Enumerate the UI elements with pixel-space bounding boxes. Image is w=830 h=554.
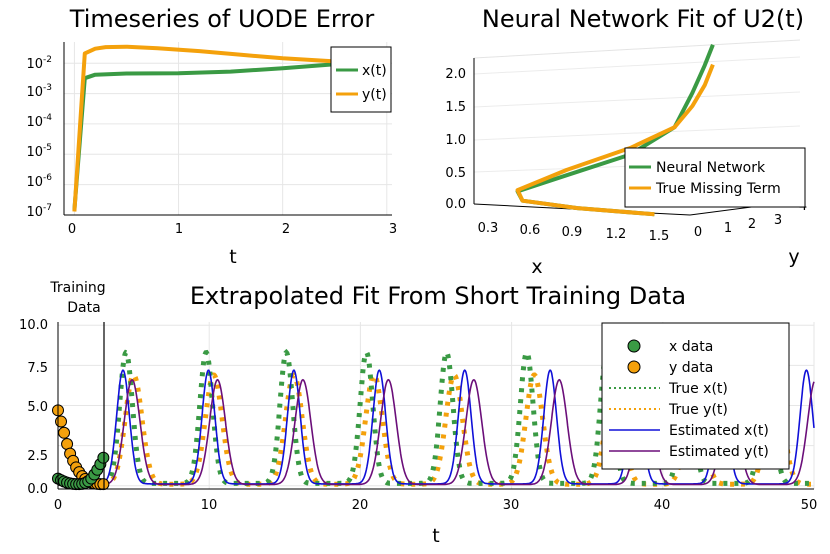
panel2-z-grid xyxy=(473,56,801,75)
panel3-legend-label-y-data: y data xyxy=(669,360,713,376)
panel2-y-tick: 2 xyxy=(748,217,756,232)
training-data-annotation-line2: Data xyxy=(67,300,100,316)
panel1-legend-box xyxy=(330,46,392,113)
panel2-z-grid xyxy=(473,125,801,141)
panel2-x-tick: 0.9 xyxy=(562,225,583,240)
panel2-y-tick: 1 xyxy=(724,221,732,236)
panel3-legend-label-est-x: Estimated x(t) xyxy=(669,423,769,439)
panel1-series-line-y xyxy=(72,44,387,212)
panel3-x-label: t xyxy=(432,525,439,547)
panel1-y-tick: 10-6 xyxy=(26,173,52,190)
panel1-y-tick: 10-4 xyxy=(26,113,52,130)
panel2-z-tick: 1.5 xyxy=(445,100,466,115)
panel3-x-tick: 20 xyxy=(352,498,369,513)
panel1-y-ticks: 10-7 10-6 10-5 10-4 10-3 10-2 xyxy=(26,55,52,220)
panel2-legend-label-nn: Neural Network xyxy=(656,160,766,176)
y-data-point xyxy=(55,415,68,428)
panel3-legend-swatch-x-data xyxy=(627,339,641,353)
panel1-legend-label-y: y(t) xyxy=(362,87,387,103)
panel2-z-tick: 2.0 xyxy=(445,67,466,82)
panel1-x-tick: 0 xyxy=(68,222,76,237)
panel2-x-ticks: 0.3 0.6 0.9 1.2 1.5 xyxy=(478,221,670,244)
panel2-x-tick: 0.6 xyxy=(520,223,541,238)
panel3-y-tick: 7.5 xyxy=(27,361,48,376)
panel3-x-tick: 10 xyxy=(201,498,218,513)
panel2-x-tick: 1.2 xyxy=(606,227,627,242)
panel3-legend-label-true-x: True x(t) xyxy=(668,381,728,397)
training-data-annotation-line1: Training xyxy=(49,280,105,296)
panel2-legend-box xyxy=(624,147,806,208)
panel1-series xyxy=(72,44,387,212)
panel2-z-tick: 1.0 xyxy=(445,133,466,148)
panel3-legend-label-true-y: True y(t) xyxy=(668,402,728,418)
panel1-x-tick: 3 xyxy=(389,222,397,237)
panel3-x-ticks: 0 10 20 30 40 50 xyxy=(54,498,817,513)
panel3-x-tick: 30 xyxy=(503,498,520,513)
panel2-title: Neural Network Fit of U2(t) xyxy=(482,5,804,33)
panel2-y-label: y xyxy=(788,246,799,268)
panel3-title: Extrapolated Fit From Short Training Dat… xyxy=(190,282,686,310)
panel3-y-tick: 10.0 xyxy=(19,318,48,333)
panel2-y-tick: 0 xyxy=(694,225,702,240)
panel2-z-grid xyxy=(473,91,801,108)
panel3-x-tick: 50 xyxy=(801,498,818,513)
panel1-x-ticks: 0 1 2 3 xyxy=(68,222,397,237)
panel2-y-tick: 3 xyxy=(774,213,782,228)
panel3-legend-label-x-data: x data xyxy=(669,339,713,355)
panel2-x-tick: 1.5 xyxy=(649,229,670,244)
panel3-legend-label-est-y: Estimated y(t) xyxy=(669,444,769,460)
panel3-y-tick: 0.0 xyxy=(27,482,48,497)
panel1-x-tick: 1 xyxy=(175,222,183,237)
panel1-y-tick: 10-7 xyxy=(26,203,52,220)
panel1-x-label: t xyxy=(229,246,236,268)
panel1-y-tick: 10-2 xyxy=(26,55,52,72)
panel-neural-network-fit: Neural Network Fit of U2(t) 2.0 1.5 1.0 … xyxy=(445,5,807,278)
panel3-x-tick: 40 xyxy=(654,498,671,513)
panel2-legend-label-true: True Missing Term xyxy=(655,181,781,197)
panel2-z-tick: 0.5 xyxy=(445,166,466,181)
panel3-series xyxy=(52,348,815,491)
panel1-x-tick: 2 xyxy=(282,222,290,237)
panel-uode-error: Timeseries of UODE Error 0 1 2 3 10-7 10… xyxy=(26,5,397,268)
panel3-y-tick: 5.0 xyxy=(27,400,48,415)
panel2-z-ticks: 2.0 1.5 1.0 0.5 0.0 xyxy=(445,67,466,212)
panel3-y-ticks: 0.0 2.5 5.0 7.5 10.0 xyxy=(19,318,48,497)
panel3-legend-swatch-y-data xyxy=(627,360,641,374)
panel1-y-tick: 10-3 xyxy=(26,83,52,100)
panel1-legend-label-x: x(t) xyxy=(362,63,387,79)
panel3-y-tick: 2.5 xyxy=(27,449,48,464)
panel2-x-tick: 0.3 xyxy=(478,221,499,236)
panel2-z-tick: 0.0 xyxy=(445,197,466,212)
panel1-y-tick: 10-5 xyxy=(26,143,52,160)
panel2-series-line-true xyxy=(515,63,715,217)
panel2-series xyxy=(515,44,715,217)
panel3-legend: x data y data True x(t) True y(t) Estima… xyxy=(601,322,790,470)
y-data-point xyxy=(58,426,71,439)
panel2-x-label: x xyxy=(531,256,542,278)
panel1-series-line-x xyxy=(72,59,387,210)
panel-extrapolated-fit: Extrapolated Fit From Short Training Dat… xyxy=(19,280,817,547)
x-data-point xyxy=(97,451,110,464)
panel1-title: Timeseries of UODE Error xyxy=(69,5,375,33)
estimated-y-line xyxy=(103,378,815,486)
panel3-x-tick: 0 xyxy=(54,498,62,513)
panel1-legend: x(t) y(t) xyxy=(330,46,392,113)
y-data-point xyxy=(97,478,110,491)
panel2-legend: Neural Network True Missing Term xyxy=(624,147,806,208)
panel2-top-edge xyxy=(473,39,801,59)
